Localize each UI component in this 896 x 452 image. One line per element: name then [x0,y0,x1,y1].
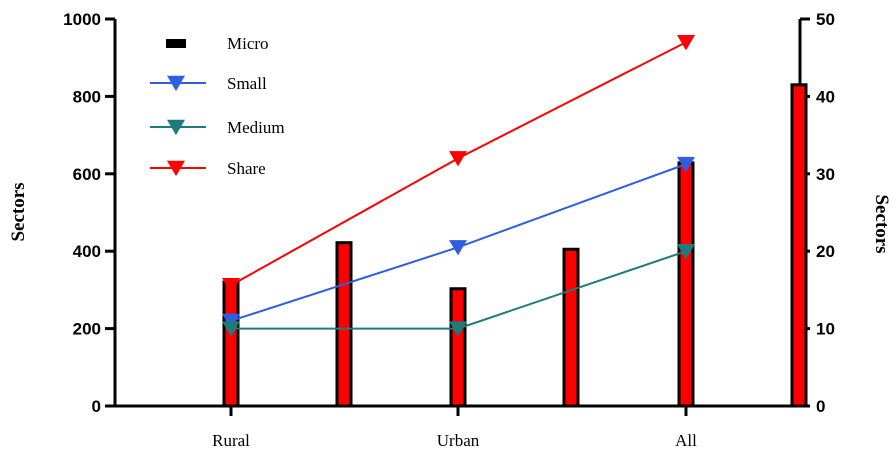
legend-marker-small [167,75,185,92]
y-left-tick-label: 600 [73,165,101,184]
marker-small [449,240,467,256]
y-right-tick-label: 0 [816,397,825,416]
marker-share [677,35,695,51]
legend-label-small: Small [227,74,267,93]
marker-share [222,278,240,294]
legend-label-medium: Medium [227,118,285,137]
marker-medium [449,321,467,337]
legend: Micro Small Medium Share [150,34,285,178]
bar-rural-1 [222,280,240,408]
y-right-tick-label: 20 [816,242,835,261]
y-left-tick-label: 0 [92,397,101,416]
marker-small [222,313,240,329]
bar-rural-2 [335,241,353,408]
bar-all-2 [790,83,808,408]
bar-all-1 [677,161,695,408]
y-right-tick-label: 10 [816,320,835,339]
y-right-tick-label: 50 [816,10,835,29]
marker-share [449,151,467,167]
bars [222,83,808,408]
y-axis-right-title: Sectors [871,194,892,253]
legend-marker-medium [167,119,185,136]
x-tick-label-rural: Rural [212,431,250,450]
y-left-tick-label: 1000 [63,10,101,29]
bar-urban-2 [562,247,580,408]
y-left-tick-label: 200 [73,320,101,339]
x-tick-label-all: All [675,431,697,450]
y-right-tick-label: 30 [816,165,835,184]
legend-swatch-micro [166,39,186,48]
y-axis-left-title: Sectors [8,182,29,241]
marker-small [677,156,695,173]
legend-marker-share [167,160,185,177]
y-left-tick-label: 800 [73,87,101,106]
bar-urban-1 [449,287,467,408]
x-tick-label-urban: Urban [437,431,480,450]
marker-medium [677,244,695,260]
series-lines [222,35,695,337]
y-right-tick-label: 40 [816,87,835,106]
legend-label-micro: Micro [227,34,269,53]
y-left-tick-label: 400 [73,242,101,261]
legend-label-share: Share [227,159,266,178]
marker-medium [222,321,240,337]
